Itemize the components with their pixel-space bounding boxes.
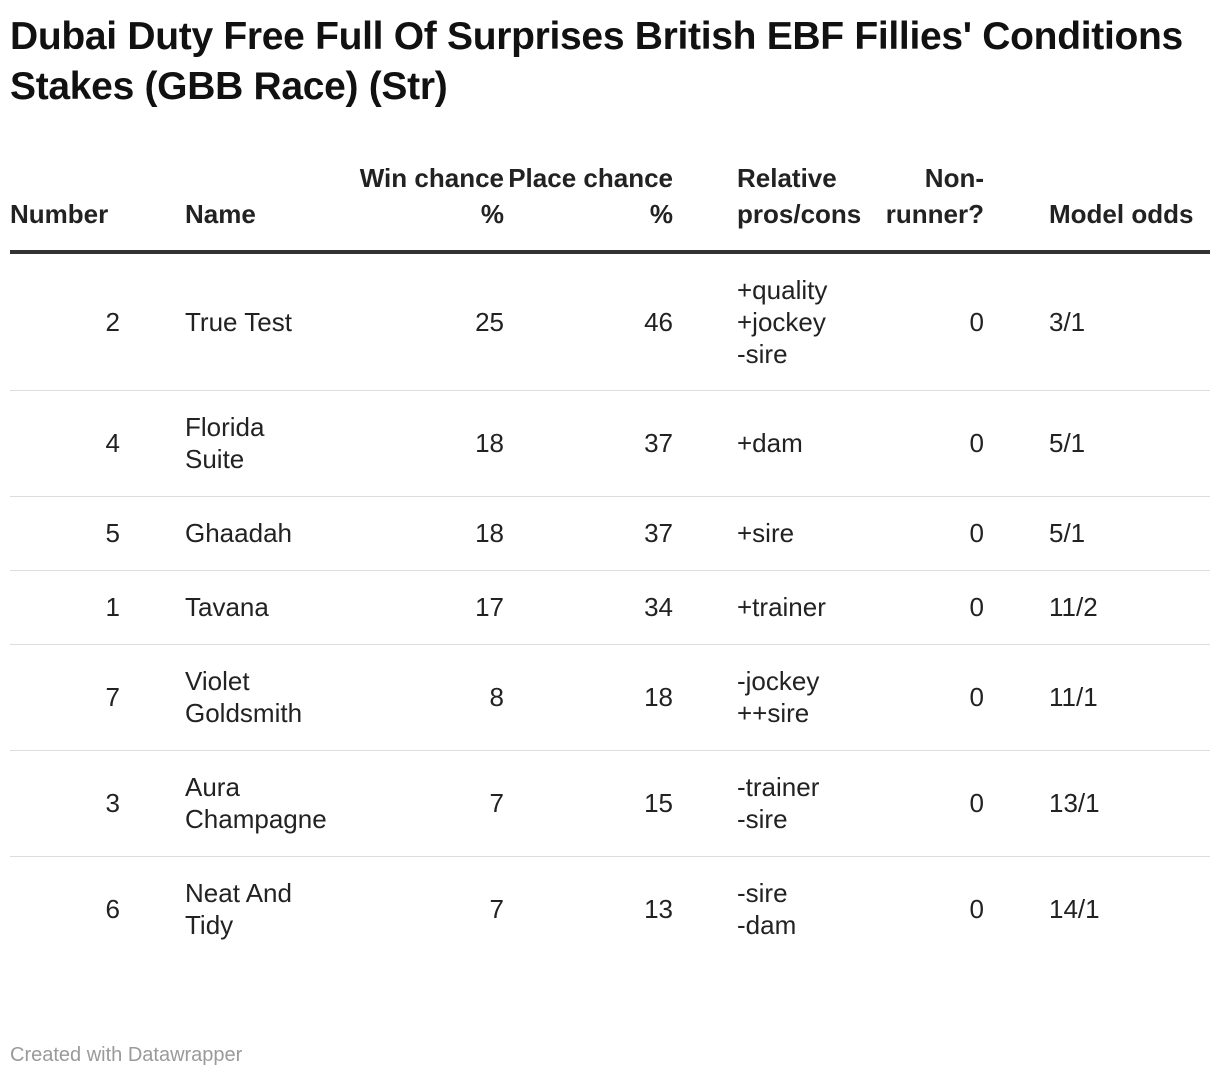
table-row: 7 Violet Goldsmith 8 18 -jockey ++sire 0 11/1 bbox=[10, 644, 1210, 751]
cell-model-odds: 3/1 bbox=[984, 252, 1210, 391]
cell-win-chance: 18 bbox=[340, 390, 504, 497]
cell-win-chance: 7 bbox=[340, 750, 504, 857]
table-row: 5 Ghaadah 18 37 +sire 0 5/1 bbox=[10, 496, 1210, 571]
cell-number: 7 bbox=[10, 644, 120, 751]
cell-name: True Test bbox=[120, 252, 340, 391]
cell-non-runner: 0 bbox=[878, 644, 984, 751]
cell-name: Neat And Tidy bbox=[185, 878, 292, 941]
footer-credit: Created with Datawrapper bbox=[10, 1044, 243, 1066]
cell-name: Florida Suite bbox=[120, 390, 340, 497]
cell-win-chance: 17 bbox=[340, 570, 504, 645]
cell-relative-pros-cons: +dam bbox=[673, 390, 878, 497]
cell-non-runner: 0 bbox=[878, 750, 984, 857]
table-row: 3 Aura Champagne 7 15 -trainer -sire 0 13/1 bbox=[10, 750, 1210, 857]
cell-model-odds: 13/1 bbox=[984, 750, 1210, 857]
cell-name: Ghaadah bbox=[120, 496, 340, 571]
cell-model-odds: 5/1 bbox=[984, 390, 1210, 497]
cell-place-chance: 34 bbox=[504, 570, 673, 645]
header-relative-pros-cons[interactable]: Relative pros/cons bbox=[673, 160, 878, 254]
cell-number: 3 bbox=[10, 750, 120, 857]
cell-place-chance: 13 bbox=[644, 894, 673, 925]
cell-win-chance: 7 bbox=[489, 894, 504, 925]
cell-model-odds: 11/2 bbox=[984, 570, 1210, 645]
cell-number: 1 bbox=[10, 570, 120, 645]
header-place-chance[interactable]: Place chance % bbox=[504, 160, 673, 254]
cell-relative-pros-cons: +sire bbox=[673, 496, 878, 571]
cell-name: Violet Goldsmith bbox=[120, 644, 340, 751]
table-row: 2 True Test 25 46 +quality +jockey -sire 0 3/1 bbox=[10, 252, 1210, 391]
table-body: 2 True Test 25 46 +quality +jockey -sire 0 3/1… bbox=[10, 252, 1210, 962]
cell-place-chance: 46 bbox=[504, 252, 673, 391]
header-non-runner[interactable]: Non-runner? bbox=[878, 160, 984, 254]
cell-non-runner: 0 bbox=[878, 496, 984, 571]
table-row: 1 Tavana 17 34 +trainer 0 11/2 bbox=[10, 570, 1210, 645]
cell-place-chance: 15 bbox=[504, 750, 673, 857]
cell-relative-pros-cons: +quality +jockey -sire bbox=[673, 252, 878, 391]
cell-model-odds: 14/1 bbox=[1049, 894, 1100, 925]
header-win-chance[interactable]: Win chance % bbox=[340, 160, 504, 254]
table-row: 4 Florida Suite 18 37 +dam 0 5/1 bbox=[10, 390, 1210, 497]
cell-number: 6 bbox=[105, 894, 120, 925]
cell-number: 4 bbox=[10, 390, 120, 497]
header-row: Number Name Win chance % Place chance % … bbox=[10, 160, 1210, 254]
table-row: 6 Neat And Tidy 7 13 -sire -dam 0 14/1 bbox=[10, 856, 1210, 962]
cell-relative-pros-cons: -trainer -sire bbox=[673, 750, 878, 857]
cell-model-odds: 5/1 bbox=[984, 496, 1210, 571]
cell-win-chance: 18 bbox=[340, 496, 504, 571]
cell-name: Tavana bbox=[120, 570, 340, 645]
cell-non-runner: 0 bbox=[878, 570, 984, 645]
cell-model-odds: 11/1 bbox=[984, 644, 1210, 751]
cell-non-runner: 0 bbox=[969, 894, 984, 925]
cell-win-chance: 8 bbox=[340, 644, 504, 751]
cell-place-chance: 18 bbox=[504, 644, 673, 751]
cell-relative-pros-cons: -sire -dam bbox=[737, 878, 797, 941]
cell-non-runner: 0 bbox=[878, 252, 984, 391]
cell-relative-pros-cons: +trainer bbox=[673, 570, 878, 645]
cell-name: Aura Champagne bbox=[120, 750, 340, 857]
cell-relative-pros-cons: -jockey ++sire bbox=[673, 644, 878, 751]
cell-number: 2 bbox=[10, 252, 120, 391]
chart-title: Dubai Duty Free Full Of Surprises Britis… bbox=[10, 15, 1183, 108]
cell-number: 5 bbox=[10, 496, 120, 571]
cell-non-runner: 0 bbox=[878, 390, 984, 497]
cell-win-chance: 25 bbox=[340, 252, 504, 391]
header-name[interactable]: Name bbox=[120, 160, 340, 254]
runners-table: Number Name Win chance % Place chance % … bbox=[10, 160, 1210, 962]
header-number[interactable]: Number bbox=[10, 160, 120, 254]
cell-place-chance: 37 bbox=[504, 496, 673, 571]
header-model-odds[interactable]: Model odds bbox=[984, 160, 1210, 254]
cell-place-chance: 37 bbox=[504, 390, 673, 497]
